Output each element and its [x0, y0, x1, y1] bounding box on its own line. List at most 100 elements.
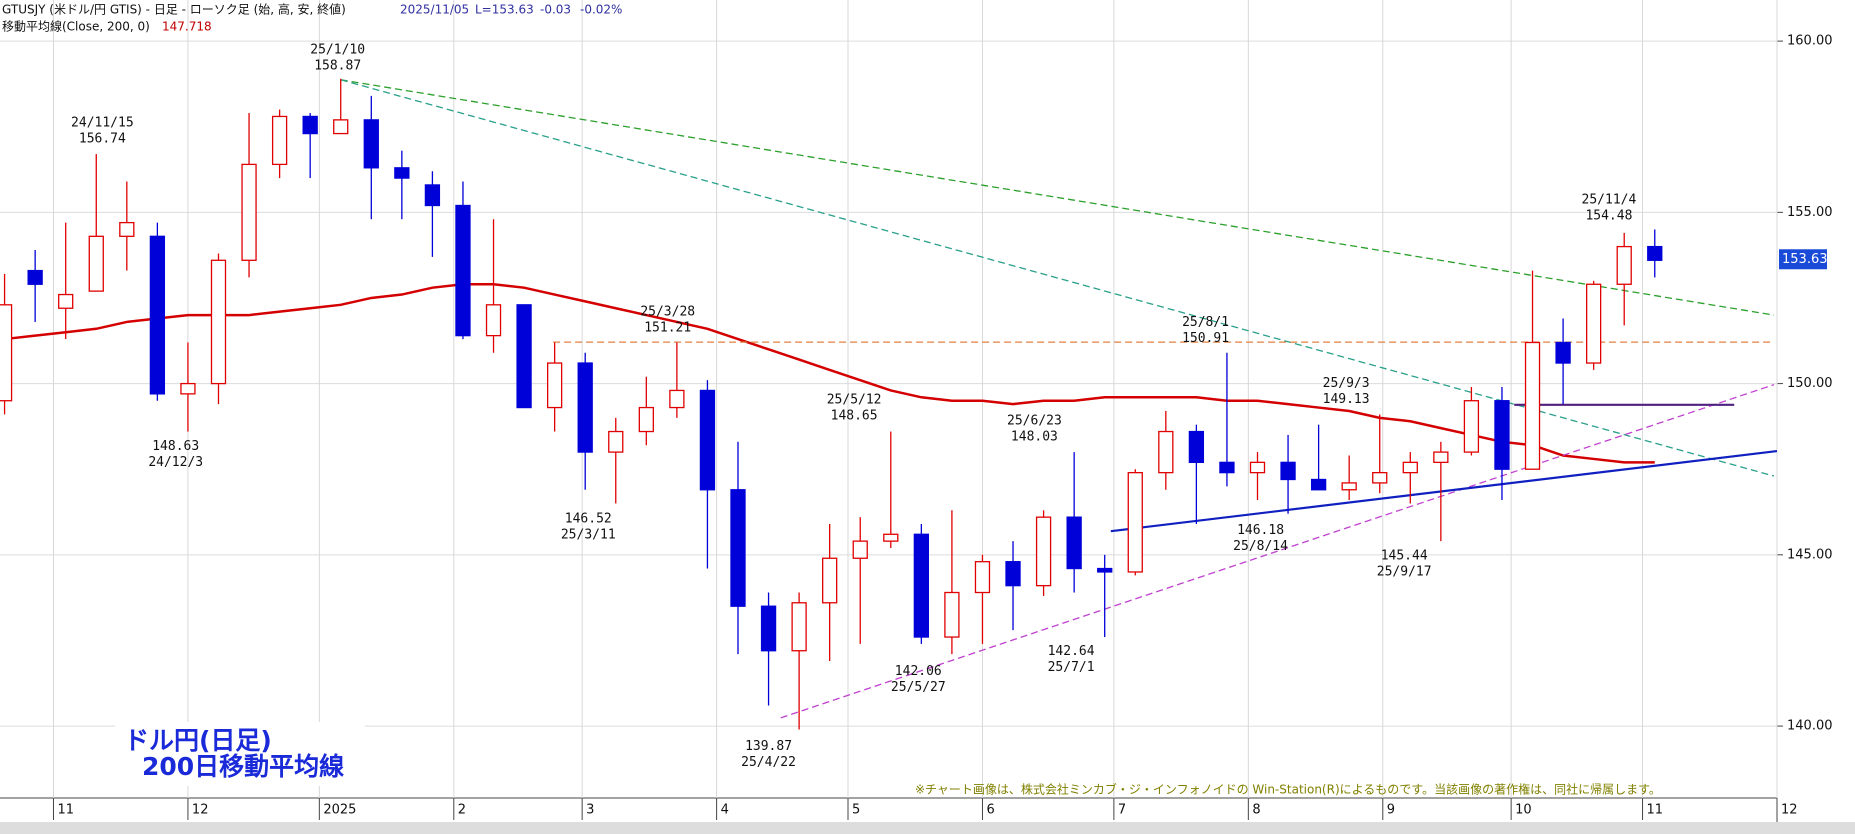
candle-body	[546, 362, 563, 409]
candle-body	[913, 533, 930, 638]
trend-line	[340, 79, 1775, 316]
y-tick-label: 155.00	[1787, 205, 1833, 220]
candle-body	[1188, 430, 1205, 464]
header-last: L=153.63	[475, 3, 534, 17]
annotation-price: 150.91	[1182, 331, 1229, 346]
header-change: -0.03	[540, 3, 571, 17]
y-tick-label: 160.00	[1787, 34, 1833, 49]
candle-body	[516, 304, 532, 409]
candle-body	[149, 235, 166, 395]
header-change-pct: -0.02%	[580, 3, 622, 17]
candle-body	[852, 540, 868, 559]
candle-body	[1585, 283, 1602, 364]
annotation-price: 158.87	[314, 58, 361, 73]
x-tick-label: 12	[1781, 803, 1798, 818]
candle-body	[394, 167, 410, 179]
candle-body	[577, 362, 593, 453]
y-tick-label: 145.00	[1787, 547, 1833, 562]
x-tick-label: 5	[852, 803, 860, 818]
candle-body	[608, 430, 624, 453]
x-tick-label: 10	[1515, 803, 1532, 818]
candle-body	[1280, 461, 1296, 481]
annotation-price: 148.65	[831, 408, 878, 423]
x-tick-label: 2025	[323, 803, 356, 818]
candle-body	[119, 221, 135, 237]
annotation-date: 25/8/14	[1233, 539, 1288, 554]
candle-body	[1005, 561, 1021, 587]
annotation-date: 25/5/27	[891, 680, 946, 695]
candle-body	[88, 235, 104, 292]
candle-body	[1158, 430, 1174, 474]
candle-body	[1219, 461, 1235, 474]
x-tick-label: 9	[1387, 803, 1395, 818]
chart-label: ドル円(日足)	[124, 726, 272, 755]
annotation-date: 25/4/22	[741, 755, 796, 770]
candle-body	[669, 389, 685, 409]
candle-body	[883, 533, 899, 542]
annotation-date: 25/5/12	[827, 392, 882, 407]
candle-body	[1249, 461, 1266, 474]
x-tick-label: 8	[1252, 803, 1260, 818]
candle-body	[27, 269, 43, 285]
candle-body	[1433, 451, 1449, 464]
annotation-price: 139.87	[745, 739, 792, 754]
x-tick-label: 7	[1118, 803, 1126, 818]
candle-body	[1097, 567, 1113, 573]
annotation-date: 25/9/3	[1323, 376, 1370, 391]
trend-line	[1110, 449, 1778, 533]
y-tick-label: 140.00	[1787, 719, 1833, 734]
x-tick-label: 11	[57, 803, 74, 818]
annotation-date: 25/11/4	[1582, 193, 1637, 208]
candle-body	[791, 602, 807, 652]
last-price-label: 153.63	[1782, 252, 1828, 267]
annotation-price: 148.03	[1011, 430, 1058, 445]
candle-body	[485, 304, 502, 337]
candle-body	[1341, 482, 1357, 491]
annotation-price: 146.18	[1237, 523, 1284, 538]
legend-ma: 移動平均線(Close, 200, 0)	[2, 19, 150, 34]
annotation-date: 24/11/15	[71, 115, 134, 130]
candle-body	[333, 119, 349, 135]
label-box	[115, 722, 365, 786]
x-tick-label: 2	[458, 803, 466, 818]
candle-body	[363, 119, 379, 169]
annotation-price: 154.48	[1585, 209, 1632, 224]
candle-body	[180, 382, 196, 395]
candle-body	[1647, 245, 1663, 261]
candle-body	[1127, 471, 1143, 573]
candle-body	[760, 605, 777, 652]
candle-body	[241, 163, 257, 261]
candle-body	[730, 489, 746, 607]
x-tick-label: 6	[986, 803, 994, 818]
candle-body	[822, 557, 838, 604]
candle-body	[0, 304, 13, 402]
annotation-date: 25/3/11	[561, 527, 616, 542]
candle-body	[1616, 245, 1632, 285]
candle-body	[424, 184, 441, 207]
x-tick-label: 12	[192, 803, 209, 818]
candle-body	[58, 293, 74, 309]
candle-body	[1555, 341, 1571, 364]
annotation-price: 142.64	[1048, 644, 1095, 659]
annotation-date: 25/7/1	[1048, 660, 1095, 675]
legend-ma-value: 147.718	[162, 20, 212, 34]
annotation-date: 25/8/1	[1182, 315, 1229, 330]
scroll-bar	[0, 822, 1855, 834]
annotation-price: 151.21	[644, 321, 691, 336]
annotation-date: 25/6/23	[1007, 414, 1062, 429]
annotation-date: 25/3/28	[640, 305, 695, 320]
last-price-tag	[1779, 249, 1827, 270]
annotation-price: 156.74	[79, 131, 126, 146]
candle-body	[1494, 400, 1510, 470]
chart-label: 200日移動平均線	[142, 752, 344, 781]
annotation-price: 142.06	[895, 664, 942, 679]
candle-body	[1402, 461, 1418, 474]
x-tick-label: 4	[721, 803, 729, 818]
annotation-price: 146.52	[565, 511, 612, 526]
candle-body	[1463, 400, 1480, 453]
trend-line	[780, 383, 1775, 719]
x-tick-label: 3	[586, 803, 594, 818]
candle-body	[271, 115, 288, 166]
